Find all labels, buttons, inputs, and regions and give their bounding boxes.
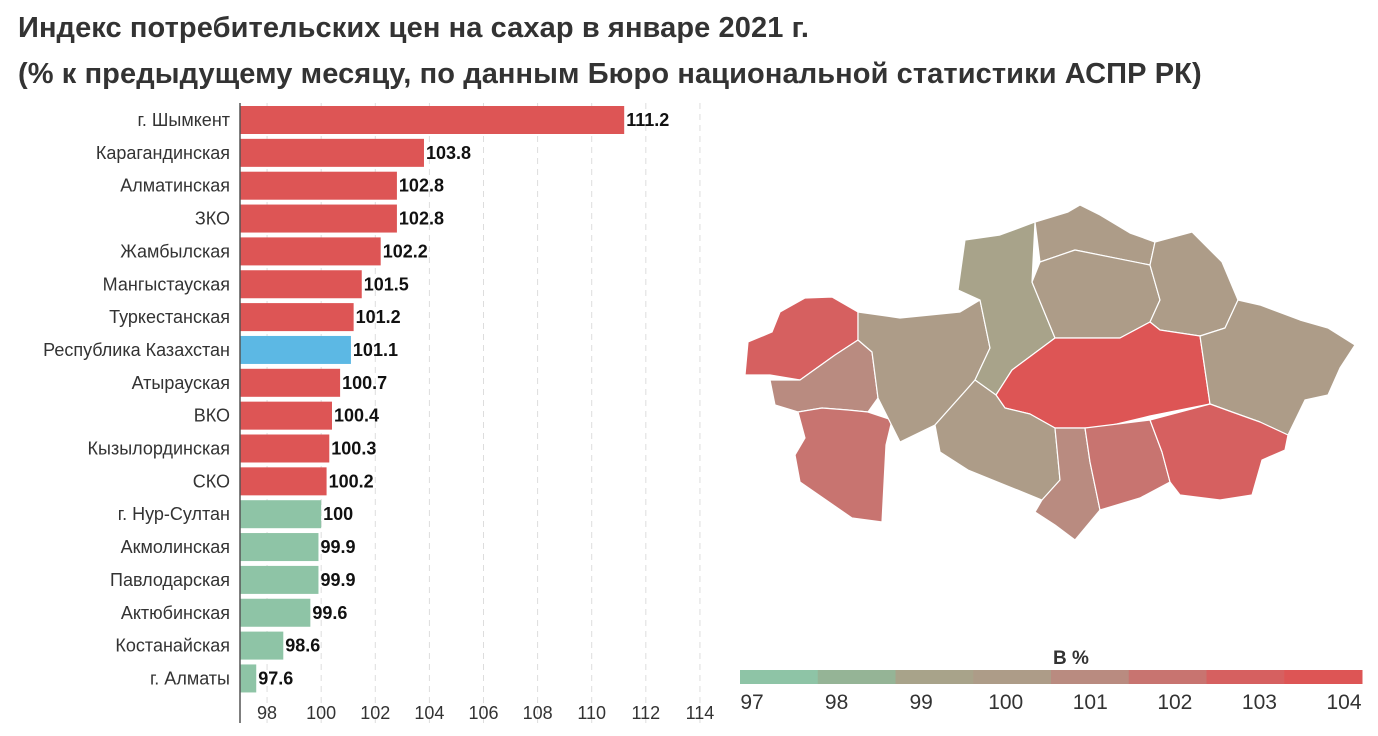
category-label: Костанайская xyxy=(115,636,230,656)
category-label: Алматинская xyxy=(120,176,230,196)
category-label: Павлодарская xyxy=(110,570,230,590)
x-tick-label: 112 xyxy=(631,703,660,723)
bar xyxy=(240,565,319,594)
bar xyxy=(240,171,397,200)
value-label: 111.2 xyxy=(626,110,669,130)
category-label: Акмолинская xyxy=(121,537,230,557)
bar xyxy=(240,106,625,134)
bar xyxy=(240,270,362,299)
value-label: 101.5 xyxy=(364,274,409,294)
value-label: 103.8 xyxy=(426,143,471,163)
category-label: Жамбылская xyxy=(120,241,230,261)
value-label: 102.8 xyxy=(399,209,444,229)
category-label: г. Нур-Султан xyxy=(118,504,230,524)
bar xyxy=(240,204,397,233)
x-tick-label: 100 xyxy=(306,703,336,723)
value-label: 101.2 xyxy=(356,307,401,327)
bar xyxy=(240,467,327,496)
value-label: 102.8 xyxy=(399,176,444,196)
bar xyxy=(240,335,351,364)
bar xyxy=(240,631,284,660)
x-tick-label: 104 xyxy=(414,703,444,723)
category-label: ЗКО xyxy=(195,209,230,229)
legend-tick-label: 104 xyxy=(1326,691,1361,714)
value-label: 100.2 xyxy=(329,471,374,491)
legend-swatch xyxy=(1051,670,1130,684)
legend-tick-label: 97 xyxy=(740,691,763,714)
x-tick-label: 98 xyxy=(257,703,277,723)
legend-swatch xyxy=(817,670,896,684)
bar xyxy=(240,303,354,332)
region-13 xyxy=(1149,403,1289,501)
x-tick-label: 108 xyxy=(523,703,553,723)
category-label: Атырауская xyxy=(132,373,230,393)
value-label: 101.1 xyxy=(353,340,398,360)
legend-swatch xyxy=(895,670,974,684)
bar xyxy=(240,138,424,167)
legend-tick-label: 98 xyxy=(825,691,848,714)
value-label: 99.9 xyxy=(320,570,355,590)
category-label: ВКО xyxy=(194,406,230,426)
chart-title: Индекс потребительских цен на сахар в ян… xyxy=(18,12,810,44)
region-1 xyxy=(769,339,879,413)
legend-title: В % xyxy=(1053,648,1089,669)
x-tick-label: 114 xyxy=(686,703,715,723)
region-7 xyxy=(1149,231,1239,337)
x-tick-label: 106 xyxy=(468,703,498,723)
category-label: Республика Казахстан xyxy=(43,340,230,360)
x-tick-label: 110 xyxy=(577,703,606,723)
chart-subtitle: (% к предыдущему месяцу, по данным Бюро … xyxy=(18,58,1202,90)
bar xyxy=(240,237,381,266)
legend-swatch xyxy=(1128,670,1207,684)
value-label: 99.6 xyxy=(312,603,347,623)
legend-swatch xyxy=(1284,670,1363,684)
category-label: Актюбинская xyxy=(121,603,230,623)
legend-tick-label: 102 xyxy=(1157,691,1192,714)
category-label: г. Шымкент xyxy=(138,110,230,130)
value-label: 99.9 xyxy=(320,537,355,557)
category-label: Карагандинская xyxy=(96,143,230,163)
bar xyxy=(240,500,322,529)
category-label: г. Алматы xyxy=(150,668,230,688)
legend-swatch xyxy=(740,670,819,684)
category-label: Мангыстауская xyxy=(103,274,230,294)
region-0 xyxy=(744,296,859,381)
x-tick-label: 102 xyxy=(360,703,390,723)
value-label: 100.3 xyxy=(331,439,376,459)
category-label: СКО xyxy=(193,471,230,491)
legend-swatch xyxy=(1206,670,1285,684)
value-label: 102.2 xyxy=(383,241,428,261)
legend-swatch xyxy=(973,670,1052,684)
bar xyxy=(240,664,257,693)
value-label: 97.6 xyxy=(258,668,293,688)
legend-tick-label: 101 xyxy=(1073,691,1108,714)
value-label: 100.4 xyxy=(334,406,379,426)
category-label: Кызылординская xyxy=(88,439,230,459)
bar xyxy=(240,368,341,397)
bar-chart: 98 100 102 104 106 108 110 112 114 г. Шымкент 111.… xyxy=(43,103,715,723)
bar xyxy=(240,598,311,627)
category-label: Туркестанская xyxy=(109,307,230,327)
legend-tick-label: 100 xyxy=(988,691,1023,714)
region-6 xyxy=(1031,249,1161,339)
bar xyxy=(240,434,330,463)
legend-tick-label: 99 xyxy=(909,691,932,714)
legend-tick-label: 103 xyxy=(1242,691,1277,714)
value-label: 100 xyxy=(323,504,353,524)
value-label: 98.6 xyxy=(285,636,320,656)
region-2 xyxy=(794,407,893,523)
value-label: 100.7 xyxy=(342,373,387,393)
bar xyxy=(240,533,319,562)
bar xyxy=(240,401,332,430)
